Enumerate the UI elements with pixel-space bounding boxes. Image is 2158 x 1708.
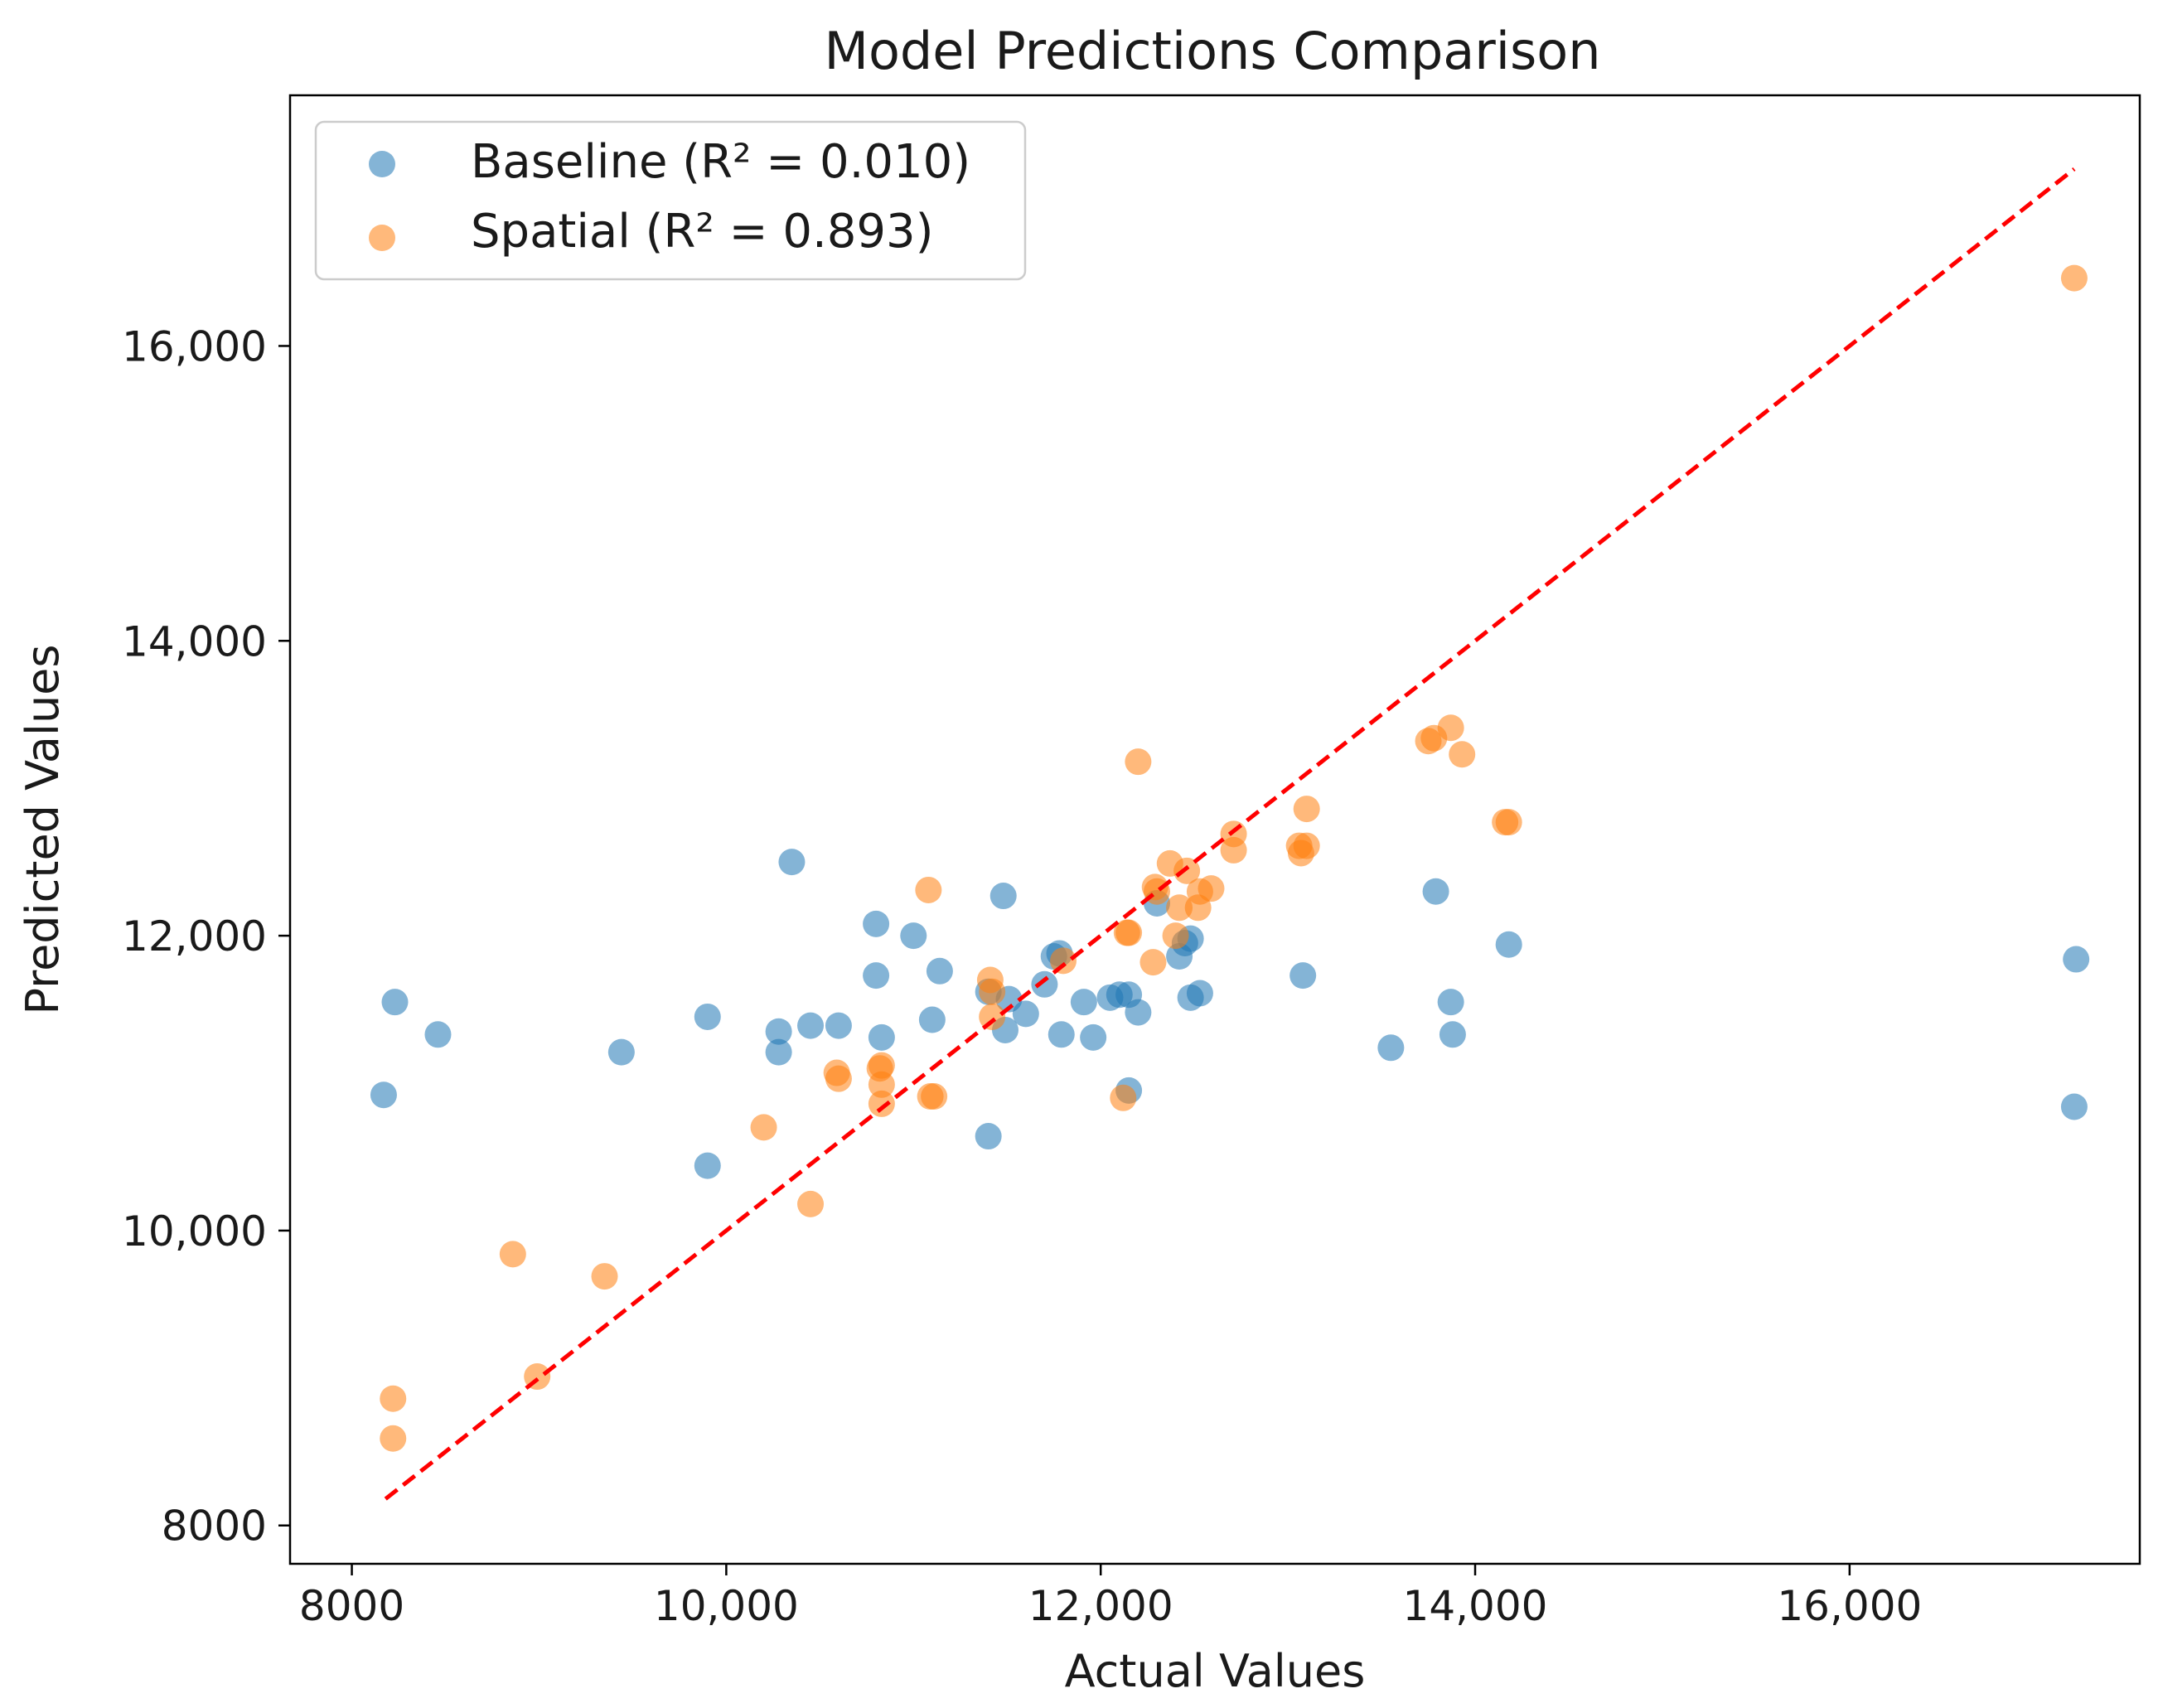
- data-point-baseline: [1439, 1021, 1466, 1048]
- data-point-spatial: [979, 1003, 1006, 1030]
- data-point-spatial: [1166, 894, 1193, 922]
- data-point-spatial: [1198, 875, 1225, 902]
- plot-background: [290, 95, 2140, 1564]
- data-point-spatial: [1139, 949, 1167, 976]
- data-point-baseline: [863, 910, 890, 937]
- data-point-spatial: [979, 978, 1006, 1005]
- data-point-baseline: [1012, 1000, 1039, 1028]
- data-point-spatial: [1125, 748, 1152, 776]
- data-point-spatial: [1115, 919, 1143, 946]
- data-point-spatial: [825, 1065, 852, 1092]
- legend-marker-spatial: [369, 225, 395, 251]
- data-point-baseline: [765, 1018, 792, 1045]
- data-point-spatial: [750, 1114, 777, 1141]
- reference-line-layer: [384, 167, 2076, 1501]
- x-tick-label: 14,000: [1403, 1582, 1548, 1630]
- y-tick-label: 14,000: [122, 617, 267, 665]
- data-point-baseline: [900, 922, 927, 950]
- data-point-spatial: [1220, 836, 1247, 864]
- chart-title: Model Predictions Comparison: [824, 21, 1600, 81]
- data-point-spatial: [1437, 714, 1464, 742]
- series-layer: [370, 264, 2090, 1452]
- x-tick-label: 8000: [299, 1582, 404, 1630]
- reference-line: [384, 167, 2076, 1501]
- data-point-baseline: [975, 1123, 1002, 1150]
- data-point-baseline: [607, 1038, 635, 1066]
- data-point-baseline: [2060, 1093, 2088, 1120]
- y-tick-label: 16,000: [122, 322, 267, 370]
- legend-label-baseline: Baseline (R² = 0.010): [471, 135, 970, 189]
- data-point-spatial: [380, 1425, 407, 1452]
- y-axis-label: Predicted Values: [17, 644, 69, 1014]
- x-tick-label: 10,000: [654, 1582, 799, 1630]
- data-point-spatial: [915, 876, 942, 903]
- y-tick-label: 12,000: [122, 912, 267, 960]
- data-point-baseline: [2063, 946, 2090, 973]
- data-point-spatial: [1449, 741, 1476, 768]
- data-point-spatial: [1110, 1084, 1137, 1111]
- data-point-spatial: [1293, 832, 1320, 859]
- data-point-baseline: [1422, 878, 1449, 905]
- data-point-baseline: [863, 962, 890, 989]
- data-point-baseline: [1080, 1023, 1107, 1051]
- legend-label-spatial: Spatial (R² = 0.893): [471, 205, 934, 259]
- legend-frame: [314, 120, 1027, 281]
- data-point-baseline: [1031, 970, 1058, 998]
- data-point-spatial: [1495, 809, 1522, 836]
- data-point-baseline: [370, 1081, 397, 1109]
- data-point-spatial: [868, 1052, 895, 1079]
- plot-area: 8000 10,000 12,000 14,000 16,000 8000 10,000 1…: [122, 94, 2141, 1630]
- data-point-baseline: [1377, 1034, 1405, 1062]
- y-tick-label: 8000: [162, 1502, 267, 1551]
- data-point-baseline: [797, 1012, 825, 1039]
- data-point-baseline: [1186, 980, 1213, 1007]
- data-point-baseline: [694, 1152, 721, 1179]
- data-point-baseline: [868, 1023, 895, 1051]
- data-point-baseline: [1125, 999, 1152, 1026]
- data-point-baseline: [989, 883, 1017, 910]
- plot-frame: [288, 94, 2141, 1565]
- data-point-spatial: [499, 1241, 526, 1268]
- series-spatial: [380, 264, 2088, 1452]
- x-tick-label: 16,000: [1777, 1582, 1922, 1630]
- data-point-spatial: [591, 1263, 618, 1290]
- data-point-baseline: [1048, 1021, 1075, 1048]
- data-point-spatial: [2060, 264, 2088, 292]
- data-point-spatial: [1293, 796, 1320, 823]
- data-point-baseline: [778, 849, 806, 876]
- data-point-baseline: [918, 1006, 946, 1033]
- data-point-spatial: [380, 1385, 407, 1412]
- data-point-baseline: [825, 1012, 852, 1039]
- y-axis-ticks: 8000 10,000 12,000 14,000 16,000: [122, 322, 290, 1551]
- data-point-spatial: [1162, 922, 1189, 950]
- data-point-baseline: [1495, 931, 1522, 958]
- x-axis-ticks: 8000 10,000 12,000 14,000 16,000: [299, 1564, 1922, 1630]
- x-axis-label: Actual Values: [1065, 1645, 1366, 1697]
- data-point-baseline: [1437, 989, 1464, 1016]
- data-point-baseline: [381, 989, 409, 1016]
- data-point-baseline: [926, 957, 953, 985]
- legend-marker-baseline: [369, 151, 395, 177]
- data-point-spatial: [921, 1083, 948, 1110]
- y-tick-label: 10,000: [122, 1207, 267, 1256]
- data-point-baseline: [765, 1038, 792, 1066]
- x-tick-label: 12,000: [1028, 1582, 1173, 1630]
- data-point-spatial: [797, 1190, 825, 1217]
- data-point-spatial: [868, 1090, 895, 1117]
- legend: Baseline (R² = 0.010) Spatial (R² = 0.89…: [314, 120, 1027, 281]
- data-point-spatial: [1050, 947, 1077, 975]
- data-point-baseline: [424, 1021, 452, 1048]
- data-point-spatial: [1173, 857, 1201, 884]
- data-point-baseline: [1070, 989, 1097, 1016]
- data-point-baseline: [694, 1003, 721, 1030]
- data-point-baseline: [1289, 962, 1317, 989]
- data-point-spatial: [868, 1071, 895, 1098]
